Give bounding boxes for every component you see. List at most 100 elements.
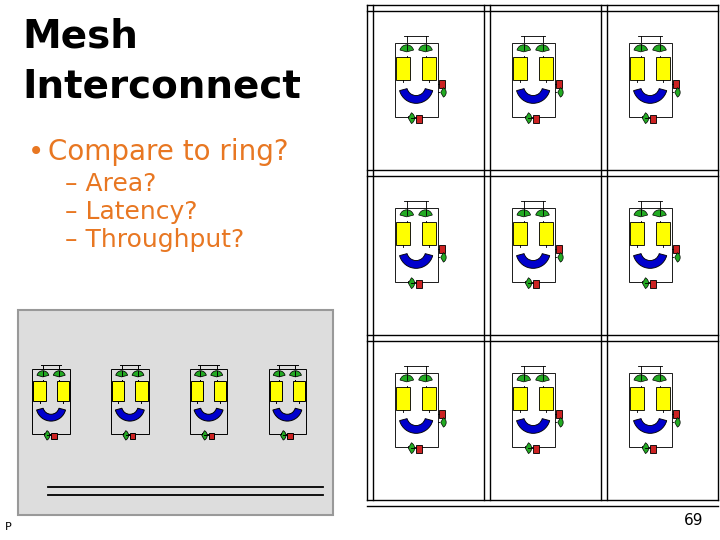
Wedge shape	[419, 375, 432, 382]
Wedge shape	[526, 443, 531, 454]
Bar	[539, 387, 554, 410]
Bar	[533, 280, 539, 288]
Wedge shape	[400, 89, 433, 103]
Wedge shape	[400, 418, 433, 433]
Bar	[130, 433, 135, 440]
Wedge shape	[526, 113, 531, 124]
Bar	[423, 221, 436, 245]
Bar	[556, 245, 562, 253]
Bar	[512, 43, 554, 117]
Bar	[556, 80, 562, 87]
Bar	[512, 207, 554, 281]
Wedge shape	[516, 418, 549, 433]
Bar	[629, 207, 672, 281]
Wedge shape	[653, 45, 666, 52]
Bar	[269, 369, 306, 434]
Wedge shape	[37, 371, 49, 377]
Bar	[539, 57, 554, 80]
Wedge shape	[516, 254, 549, 268]
Wedge shape	[536, 210, 549, 217]
Wedge shape	[408, 443, 415, 454]
Bar	[556, 410, 562, 418]
Bar	[395, 373, 438, 447]
Bar	[513, 57, 527, 80]
Wedge shape	[634, 254, 667, 268]
Wedge shape	[517, 375, 531, 382]
Wedge shape	[642, 278, 649, 288]
Bar	[287, 433, 293, 440]
Wedge shape	[558, 418, 563, 427]
Wedge shape	[132, 371, 144, 377]
Wedge shape	[675, 253, 680, 262]
Bar	[191, 381, 203, 401]
Bar	[135, 381, 148, 401]
Bar	[51, 433, 56, 440]
Wedge shape	[516, 89, 549, 103]
Wedge shape	[116, 371, 127, 377]
Wedge shape	[400, 210, 413, 217]
Bar	[650, 115, 657, 123]
Wedge shape	[558, 253, 563, 262]
Wedge shape	[123, 430, 128, 440]
Wedge shape	[194, 408, 223, 421]
Bar	[439, 245, 446, 253]
Wedge shape	[211, 371, 222, 377]
Wedge shape	[419, 45, 432, 52]
Wedge shape	[202, 430, 207, 440]
Bar	[416, 280, 423, 288]
Bar	[650, 445, 657, 453]
Bar	[629, 373, 672, 447]
Wedge shape	[634, 89, 667, 103]
Bar	[673, 80, 680, 87]
Bar	[111, 369, 148, 434]
Bar	[533, 445, 539, 453]
Wedge shape	[536, 45, 549, 52]
Bar	[539, 221, 554, 245]
Bar	[209, 433, 214, 440]
Bar	[512, 373, 554, 447]
Bar	[673, 245, 680, 253]
Wedge shape	[115, 408, 144, 421]
Wedge shape	[517, 210, 531, 217]
Bar	[513, 221, 527, 245]
Text: •: •	[28, 138, 44, 166]
Text: Interconnect: Interconnect	[22, 68, 301, 106]
Wedge shape	[558, 87, 563, 97]
Text: Compare to ring?: Compare to ring?	[48, 138, 289, 166]
Wedge shape	[37, 408, 66, 421]
Bar	[396, 57, 410, 80]
Wedge shape	[408, 113, 415, 124]
Bar	[630, 387, 644, 410]
Bar	[416, 115, 423, 123]
Wedge shape	[400, 45, 413, 52]
Wedge shape	[634, 45, 647, 52]
Bar	[533, 115, 539, 123]
Wedge shape	[517, 45, 531, 52]
Text: Mesh: Mesh	[22, 18, 138, 56]
Bar	[214, 381, 226, 401]
Bar	[18, 310, 333, 515]
Bar	[416, 445, 423, 453]
Wedge shape	[634, 375, 647, 382]
Bar	[629, 43, 672, 117]
Wedge shape	[194, 371, 207, 377]
Bar	[673, 410, 680, 418]
Bar	[650, 280, 657, 288]
Wedge shape	[653, 210, 666, 217]
Wedge shape	[281, 430, 286, 440]
Bar	[190, 369, 228, 434]
Wedge shape	[441, 253, 446, 262]
Bar	[33, 381, 45, 401]
Bar	[396, 387, 410, 410]
Wedge shape	[274, 371, 285, 377]
Wedge shape	[408, 278, 415, 288]
Wedge shape	[400, 375, 413, 382]
Bar	[630, 57, 644, 80]
Wedge shape	[400, 254, 433, 268]
Wedge shape	[44, 430, 50, 440]
Text: – Latency?: – Latency?	[65, 200, 197, 224]
Bar	[657, 57, 670, 80]
Wedge shape	[675, 87, 680, 97]
Bar	[657, 221, 670, 245]
Wedge shape	[419, 210, 432, 217]
